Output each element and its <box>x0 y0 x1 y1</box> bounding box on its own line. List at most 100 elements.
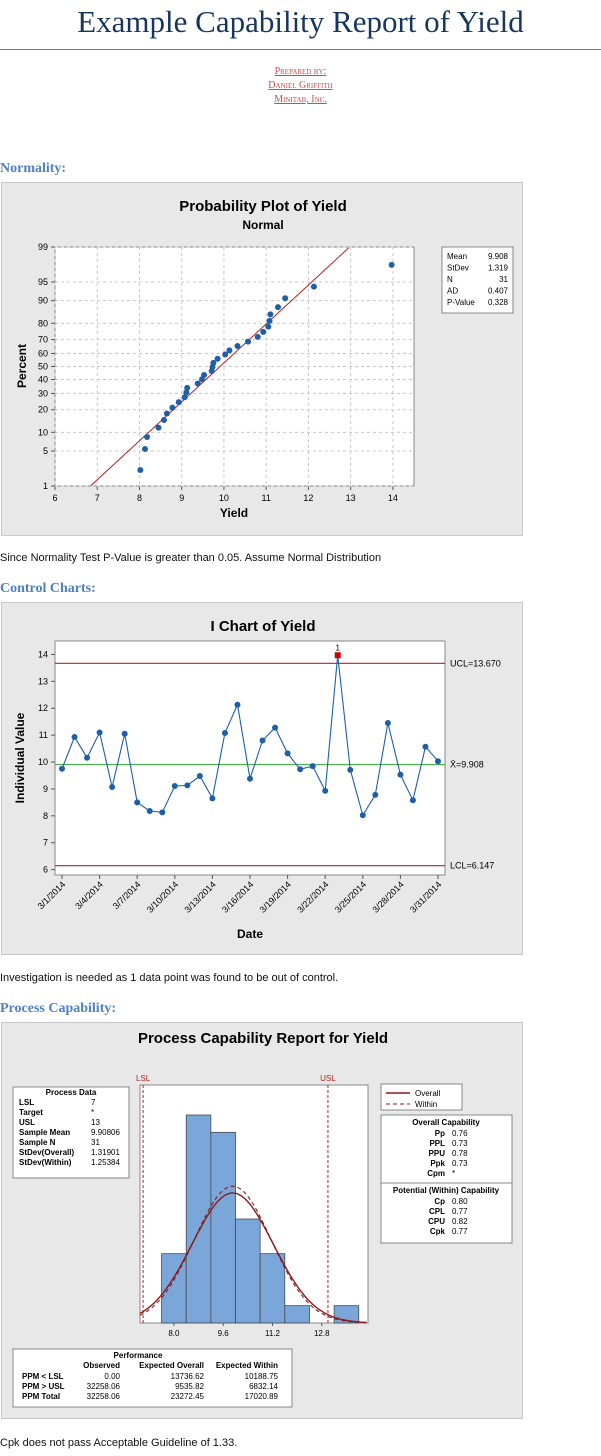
histogram-bar <box>210 1131 236 1324</box>
performance-cell: 17020.89 <box>245 1392 279 1401</box>
capability-panel: Process Capability Report for Yield LSL US… <box>1 1022 523 1419</box>
potential-capability-label: Cp <box>434 1197 445 1206</box>
normality-heading: Normality: <box>0 161 67 176</box>
capability-title: Process Capability Report for Yield <box>138 1030 388 1047</box>
control-note: Investigation is needed as 1 data point … <box>0 972 339 984</box>
ichart-point <box>284 750 291 757</box>
ichart-ytick-label: 6 <box>43 865 48 875</box>
capability-legend <box>380 1083 463 1111</box>
ichart-xtick-label: 3/16/2014 <box>220 879 255 914</box>
prob-xtick-label: 13 <box>346 493 356 503</box>
overall-curve <box>139 1192 367 1324</box>
prob-ytick-label: 30 <box>38 388 48 398</box>
prob-xtick-label: 11 <box>262 493 271 503</box>
overall-capability-value: 0.76 <box>452 1129 468 1138</box>
ichart-point <box>409 797 416 804</box>
performance-cell: 10188.75 <box>245 1372 279 1381</box>
ichart-out-of-control-label: 1 <box>336 643 341 652</box>
prepared-by-label[interactable]: Prepared by: <box>274 66 327 77</box>
prob-point <box>275 304 282 311</box>
process-data-value: 9.90806 <box>91 1128 120 1137</box>
process-data-value: * <box>91 1108 94 1117</box>
prob-point <box>267 311 274 318</box>
prob-ytick-label: 5 <box>43 446 48 456</box>
ichart-xtick-label: 3/19/2014 <box>258 879 293 914</box>
ichart-xtick-label: 3/13/2014 <box>182 879 217 914</box>
prob-xtick-label: 8 <box>137 493 142 503</box>
author-name[interactable]: Daniel Griffith <box>268 80 333 91</box>
prob-xtick-label: 10 <box>219 493 229 503</box>
ichart-point <box>59 765 65 772</box>
potential-capability-label: CPL <box>429 1207 445 1216</box>
prob-xtick-label: 6 <box>52 493 57 503</box>
prob-ytick-label: 99 <box>38 242 48 252</box>
prob-point <box>194 380 201 387</box>
prob-point <box>169 404 176 411</box>
prob-point <box>266 317 273 324</box>
ichart-point <box>247 775 253 782</box>
prob-xtick-label: 7 <box>95 493 100 503</box>
prob-ytick-label: 60 <box>38 348 48 358</box>
prob-stat-value: 31 <box>499 275 508 284</box>
performance-header: Expected Overall <box>139 1361 204 1370</box>
ichart-point <box>384 720 391 727</box>
prob-xtick-label: 14 <box>388 493 398 503</box>
prob-point <box>155 424 162 431</box>
process-capability-heading: Process Capability: <box>0 1001 117 1016</box>
ichart-point <box>259 737 266 744</box>
prob-point <box>184 384 191 391</box>
prob-point <box>201 372 208 379</box>
prob-stat-label: StDev <box>447 264 469 273</box>
report-title: Example Capability Report of Yield <box>77 4 524 39</box>
prob-point <box>245 338 252 345</box>
ichart-xtick-label: 3/10/2014 <box>145 879 180 914</box>
prob-plot-area <box>54 246 415 487</box>
prob-xtick-label: 9 <box>179 493 184 503</box>
performance-cell: 13736.62 <box>171 1372 205 1381</box>
prob-ytick-label: 70 <box>38 335 48 345</box>
histogram-bar <box>235 1218 261 1324</box>
ichart-point <box>322 787 329 794</box>
ichart-ytick-label: 8 <box>43 811 48 821</box>
overall-capability-title: Overall Capability <box>412 1118 480 1127</box>
performance-cell: 32258.06 <box>87 1382 121 1391</box>
histogram-bar <box>284 1305 310 1324</box>
legend-overall-label: Overall <box>415 1089 441 1098</box>
prob-point <box>137 466 144 473</box>
prob-point <box>181 394 188 401</box>
prob-ytick-label: 50 <box>38 362 48 372</box>
prob-xlabel: Yield <box>220 506 248 520</box>
i-chart-panel: I Chart of Yield 6 7 8 9 10 11 12 13 14 UCL=13.670… <box>1 602 523 955</box>
title-divider <box>0 49 601 50</box>
ucl-label: UCL=13.670 <box>450 658 501 668</box>
capability-xtick-label: 9.6 <box>218 1329 230 1338</box>
ichart-xtick-label: 3/7/2014 <box>111 879 143 911</box>
lcl-label: LCL=6.147 <box>450 861 494 871</box>
usl-label: USL <box>320 1074 336 1083</box>
ichart-point <box>397 771 404 778</box>
ichart-point <box>372 791 379 798</box>
capability-xtick-label: 12.8 <box>314 1329 330 1338</box>
prob-point <box>175 399 182 406</box>
ichart-ytick-label: 14 <box>38 649 48 659</box>
performance-row-label: PPM > USL <box>22 1382 65 1391</box>
ichart-point <box>71 734 78 741</box>
ichart-ytick-label: 10 <box>38 757 48 767</box>
prob-point <box>141 446 148 453</box>
ichart-xtick-label: 3/22/2014 <box>295 879 330 914</box>
ichart-point <box>347 766 354 773</box>
ichart-ytick-label: 7 <box>43 838 48 848</box>
prob-stat-value: 0.328 <box>488 298 509 307</box>
ichart-ytick-label: 12 <box>38 703 48 713</box>
capability-chart: Process Capability Report for Yield LSL US… <box>12 1030 513 1408</box>
prob-point <box>222 351 229 358</box>
prob-ytick-label: 90 <box>38 296 48 306</box>
company-name[interactable]: Minitab, Inc. <box>274 94 327 105</box>
ichart-point <box>234 701 241 708</box>
ichart-point <box>209 795 216 802</box>
ichart-point <box>309 763 316 770</box>
histogram-bar <box>161 1253 187 1324</box>
prob-stat-label: P-Value <box>447 298 475 307</box>
overall-capability-value: * <box>452 1169 455 1178</box>
